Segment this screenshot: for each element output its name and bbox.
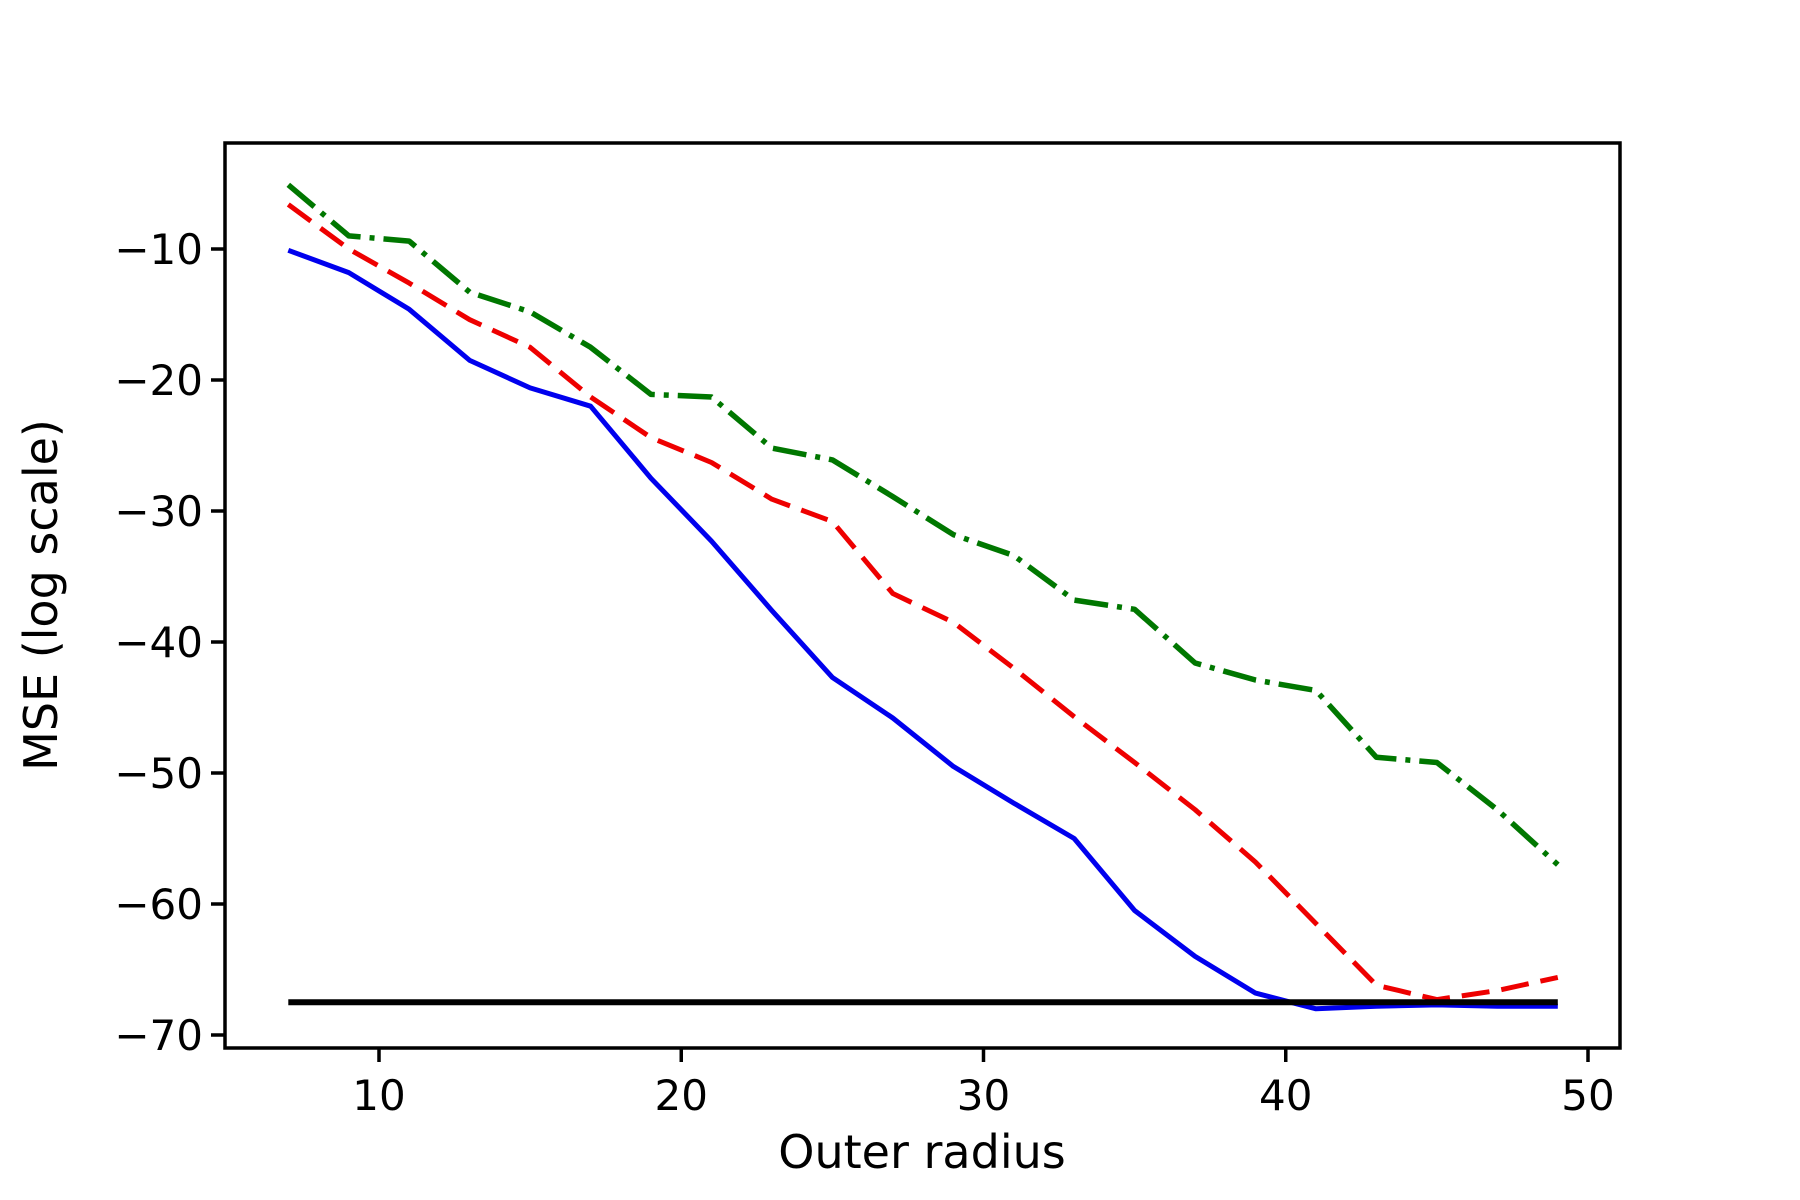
x-tick-label: 30 bbox=[957, 1071, 1010, 1120]
y-tick-label: −70 bbox=[114, 1011, 203, 1060]
chart-series bbox=[286, 182, 1560, 1012]
x-axis-label: Outer radius bbox=[778, 1125, 1065, 1179]
y-tick-label: −50 bbox=[114, 749, 203, 798]
y-tick-label: −10 bbox=[114, 225, 203, 274]
x-tick-label: 40 bbox=[1259, 1071, 1312, 1120]
y-axis-label: MSE (log scale) bbox=[14, 419, 68, 771]
x-tick-label: 50 bbox=[1561, 1071, 1614, 1120]
blue-solid-line bbox=[287, 247, 1558, 1012]
green-dashdot-line bbox=[286, 182, 1560, 867]
axis-ticks: 10 20 30 40 50 −70 −60 −50 −40 −30 −20 −10 bbox=[114, 225, 1614, 1120]
x-tick-label: 10 bbox=[352, 1071, 405, 1120]
plot-border bbox=[223, 141, 1622, 1050]
y-tick-label: −40 bbox=[114, 618, 203, 667]
y-tick-label: −20 bbox=[114, 356, 203, 405]
y-tick-label: −30 bbox=[114, 487, 203, 536]
y-tick-label: −60 bbox=[114, 880, 203, 929]
red-dashed-line bbox=[286, 202, 1559, 1003]
x-tick-label: 20 bbox=[655, 1071, 708, 1120]
